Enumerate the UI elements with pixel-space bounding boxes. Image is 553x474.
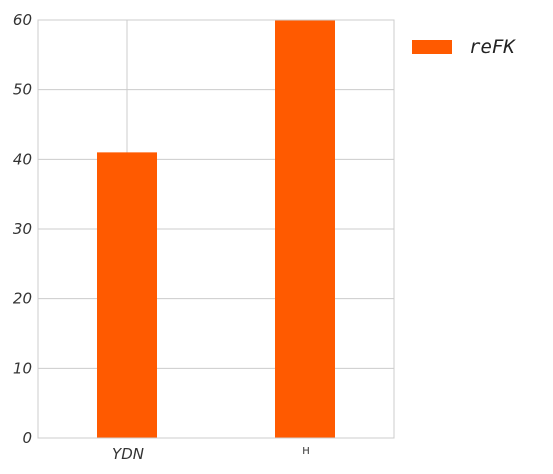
y-tick-label: 20 (13, 290, 32, 308)
y-tick-label: 50 (13, 81, 32, 99)
y-tick-label: 60 (13, 11, 32, 29)
legend-label: reFK (469, 36, 516, 58)
x-tick-label: H (302, 446, 310, 457)
y-tick-label: 40 (13, 150, 32, 168)
y-tick-label: 10 (13, 359, 32, 377)
plot-frame (37, 19, 395, 439)
bar-h (275, 20, 335, 438)
bar-ydn (97, 152, 157, 438)
plot-border (37, 19, 395, 439)
bars (97, 20, 335, 438)
y-axis-ticks: 0 10 20 30 40 50 60 (13, 11, 32, 447)
legend: reFK (412, 36, 516, 58)
grid (38, 19, 394, 439)
x-axis-ticks: YDN H (112, 445, 310, 463)
y-tick-label: 30 (13, 220, 32, 238)
y-tick-label: 0 (22, 429, 32, 447)
legend-swatch (412, 40, 452, 54)
x-tick-label: YDN (112, 445, 144, 463)
